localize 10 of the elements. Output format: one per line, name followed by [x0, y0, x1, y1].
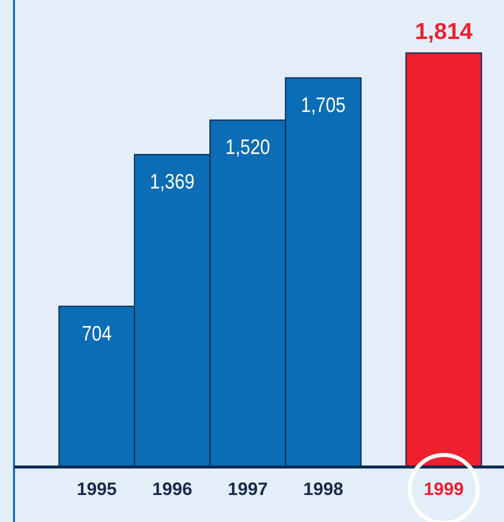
data-label: 1,369	[150, 170, 195, 194]
data-label: 1,814	[414, 18, 473, 44]
data-label: 1,705	[300, 94, 346, 118]
x-tick-label: 1997	[228, 479, 268, 499]
data-label: 704	[82, 322, 112, 346]
data-label: 1,520	[225, 136, 270, 160]
x-tick-label: 1995	[76, 479, 117, 499]
x-tick-label: 1996	[152, 479, 192, 499]
x-tick-label: 1998	[303, 479, 344, 499]
x-tick-label: 1999	[424, 479, 464, 499]
